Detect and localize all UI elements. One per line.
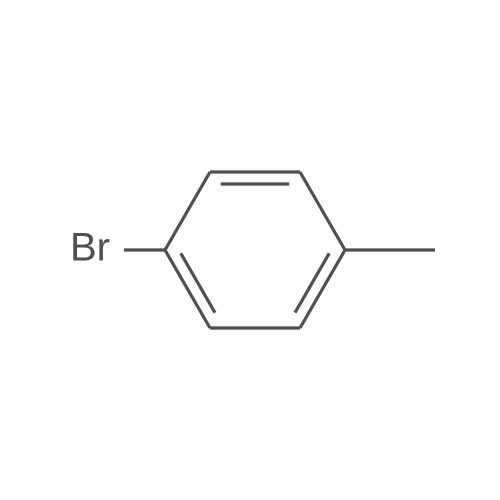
bond-line [181, 253, 215, 312]
molecule-canvas: Br [0, 0, 500, 500]
bond-line [165, 172, 210, 250]
bond-line [300, 250, 345, 328]
bond-line [165, 250, 210, 328]
atom-label-br: Br [70, 226, 110, 270]
bond-line [300, 172, 345, 250]
bond-line [295, 253, 329, 312]
